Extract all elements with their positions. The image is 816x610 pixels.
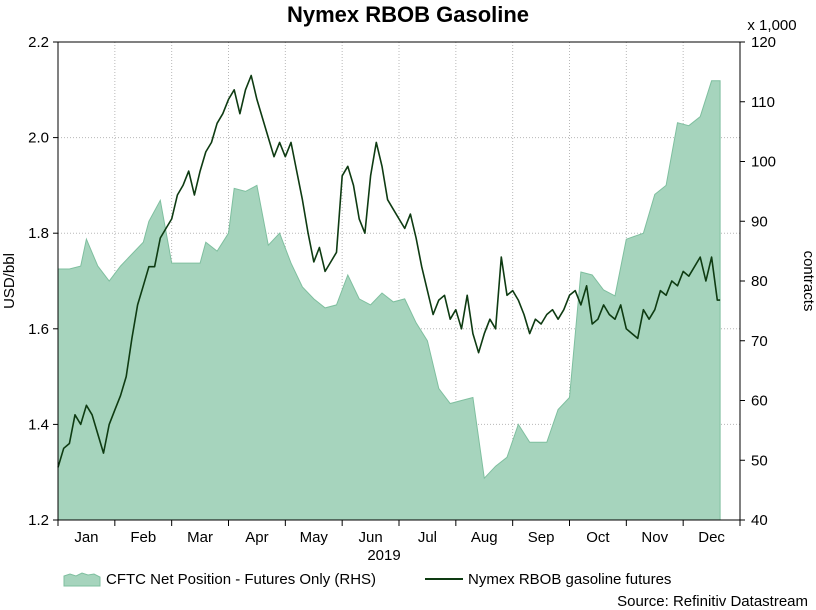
x-tick-label: May [300, 529, 329, 546]
left-tick-label: 1.4 [28, 416, 49, 433]
x-tick-label: Feb [130, 529, 156, 546]
right-tick-label: 110 [751, 94, 775, 111]
right-axis-title: contracts [800, 251, 816, 312]
left-tick-label: 2.0 [28, 130, 49, 147]
source-note: Source: Refinitiv Datastream [617, 593, 808, 610]
x-tick-label: Apr [245, 529, 268, 546]
legend-item-cftc: CFTC Net Position - Futures Only (RHS) [63, 571, 376, 588]
right-tick-label: 120 [751, 34, 776, 51]
right-tick-label: 80 [751, 273, 768, 290]
year-label: 2019 [367, 547, 400, 564]
right-tick-label: 40 [751, 512, 768, 529]
right-tick-label: 90 [751, 213, 768, 230]
right-tick-label: 60 [751, 393, 768, 410]
left-tick-label: 1.6 [28, 321, 49, 338]
right-tick-label: 70 [751, 333, 768, 350]
right-tick-label: 50 [751, 452, 768, 469]
left-axis-title: USD/bbl [1, 253, 18, 309]
chart-title: Nymex RBOB Gasoline [287, 2, 529, 27]
left-tick-label: 1.2 [28, 512, 49, 529]
x-tick-label: Aug [471, 529, 498, 546]
x-tick-label: Jul [418, 529, 437, 546]
right-axis-multiplier: x 1,000 [747, 17, 796, 34]
x-axis-ticks: Jan Feb Mar Apr May Jun Jul Aug Sep Oct Nov Dec [57, 520, 741, 546]
legend-area-swatch [63, 572, 101, 587]
x-tick-label: Jan [74, 529, 98, 546]
right-axis-ticks: 40 50 60 70 80 90 100 110 120 [740, 34, 776, 529]
x-tick-label: Dec [698, 529, 725, 546]
legend-item-rbob: Nymex RBOB gasoline futures [425, 571, 671, 588]
x-tick-label: Jun [358, 529, 382, 546]
left-tick-label: 2.2 [28, 34, 49, 51]
right-tick-label: 100 [751, 154, 776, 171]
x-tick-label: Sep [528, 529, 555, 546]
left-tick-label: 1.8 [28, 225, 49, 242]
legend: CFTC Net Position - Futures Only (RHS) N… [63, 571, 671, 588]
x-tick-label: Oct [586, 529, 610, 546]
legend-label-cftc: CFTC Net Position - Futures Only (RHS) [106, 571, 376, 588]
left-axis-ticks: 1.2 1.4 1.6 1.8 2.0 2.2 [28, 34, 58, 529]
legend-label-rbob: Nymex RBOB gasoline futures [468, 571, 671, 588]
x-tick-label: Nov [641, 529, 668, 546]
x-tick-label: Mar [187, 529, 213, 546]
cftc-net-position-area [57, 80, 721, 521]
rbob-futures-line [57, 74, 721, 468]
